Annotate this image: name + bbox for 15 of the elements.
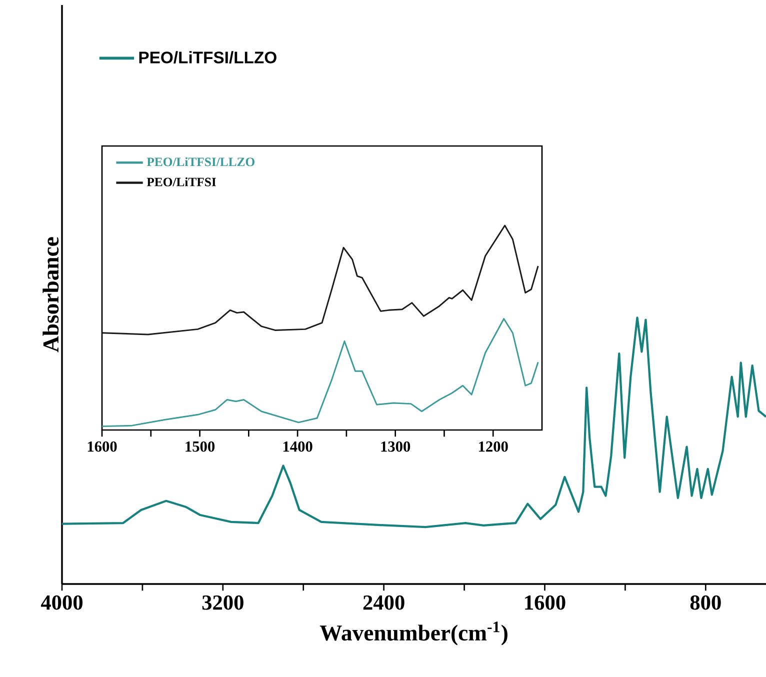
x-tick-label: 1500 (186, 441, 215, 452)
x-tick-label: 3200 (202, 595, 244, 610)
y-axis-title: Absorbance (42, 237, 59, 352)
x-axis-title: Wavenumber(cm$^{-1}$) (320, 622, 508, 646)
x-tick-label: 1600 (525, 595, 566, 610)
x-tick-label: 1600 (88, 441, 117, 452)
x-tick-label: 1400 (283, 441, 312, 452)
legend-label: PEO/LiTFSI/LLZO (139, 51, 276, 64)
x-tick-label: 800 (690, 595, 721, 610)
x-tick-label: 4000 (40, 595, 83, 610)
x-tick-label: 1200 (479, 441, 508, 452)
x-tick-label: 1300 (381, 441, 410, 452)
legend-label: PEO/LiTFSI/LLZO (146, 157, 254, 166)
x-tick-label: 2400 (363, 595, 404, 610)
legend-label: PEO/LiTFSI (146, 177, 216, 186)
